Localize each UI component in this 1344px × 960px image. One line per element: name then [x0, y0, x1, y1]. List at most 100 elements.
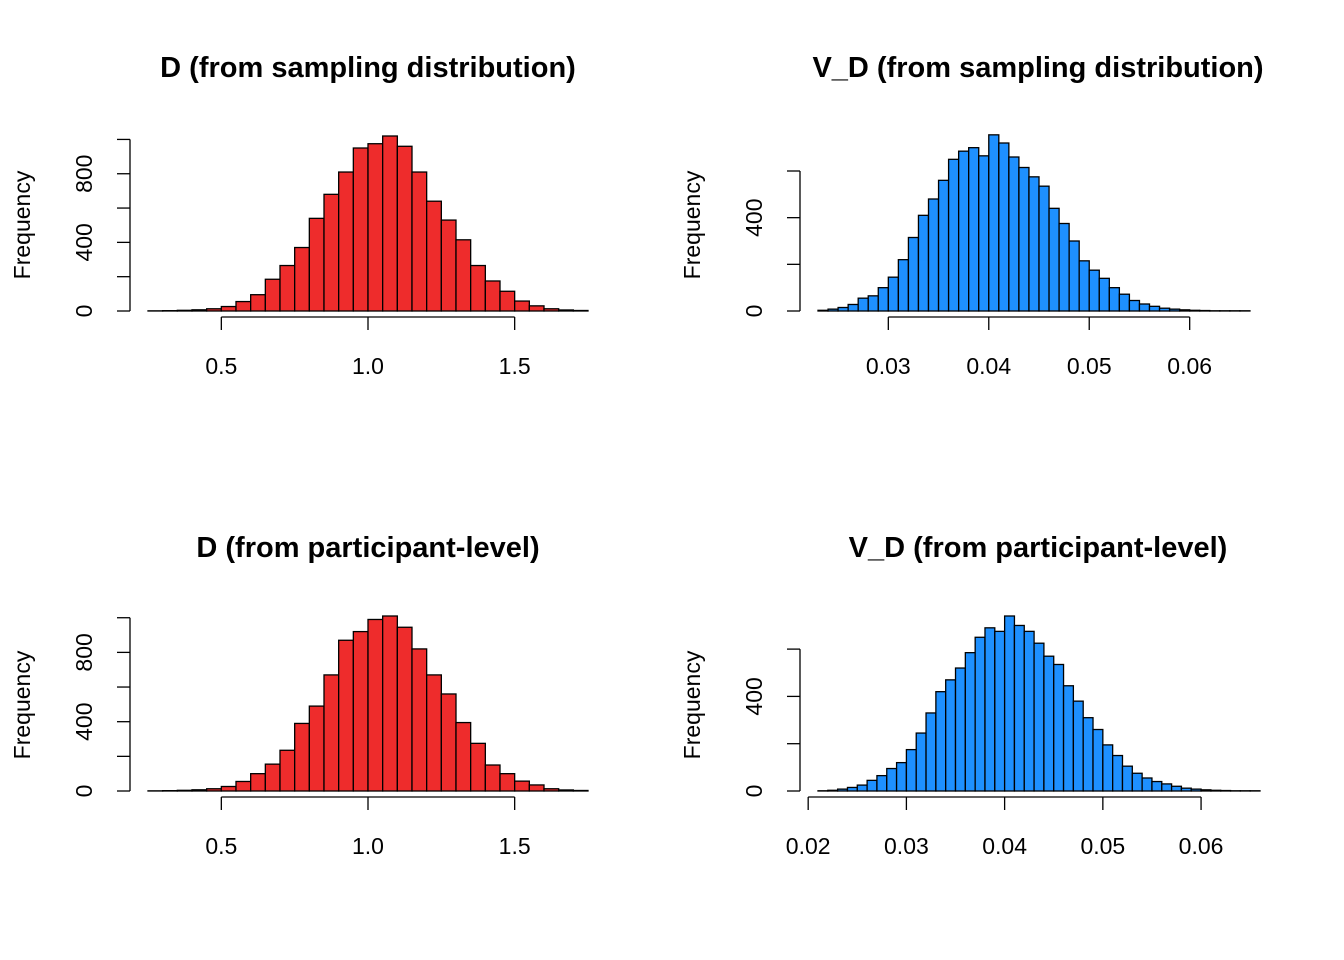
histogram-bar	[499, 773, 516, 792]
histogram-bar	[323, 674, 340, 792]
histogram-bar	[308, 705, 325, 792]
histogram-bar	[1178, 309, 1191, 312]
histogram-bar	[1158, 307, 1171, 312]
histogram-bar	[528, 784, 545, 792]
histogram-bar	[915, 732, 927, 792]
histogram-bar	[1058, 222, 1070, 312]
histogram-bar	[866, 779, 878, 792]
histogram-bar	[954, 667, 966, 792]
x-tick-label: 1.5	[499, 353, 531, 379]
histogram-bar	[1189, 309, 1201, 312]
histogram-bar	[998, 142, 1010, 312]
bars	[817, 615, 1261, 792]
histogram-bar	[886, 767, 898, 792]
histogram-bar	[235, 300, 252, 312]
histogram-bar	[352, 147, 369, 312]
histogram-bar	[1053, 663, 1065, 792]
histogram-bar	[974, 636, 986, 792]
histogram-bar	[250, 294, 266, 312]
histogram-bar	[846, 786, 858, 792]
histogram-bar	[1148, 305, 1161, 312]
histogram-bar	[572, 309, 589, 312]
histogram-bar	[1128, 299, 1141, 312]
histogram-bar	[279, 264, 296, 312]
histogram-bar	[220, 785, 237, 792]
histogram-bar	[984, 627, 996, 792]
y-tick-label: 800	[71, 633, 97, 671]
x-tick-label: 1.0	[352, 833, 384, 859]
histogram-bar	[411, 171, 428, 312]
histogram-bar	[1062, 685, 1075, 792]
histogram-bar	[1092, 728, 1104, 792]
x-tick-label: 0.5	[205, 353, 237, 379]
histogram-bar	[968, 147, 980, 312]
histogram-bar	[558, 309, 574, 312]
histogram-bar	[235, 780, 252, 792]
histogram-bar	[440, 219, 457, 312]
histogram-bar	[426, 674, 442, 792]
histogram-bar	[294, 722, 310, 792]
histogram-bar	[514, 780, 530, 792]
histogram-bar	[1102, 744, 1114, 792]
histogram-bar	[191, 789, 208, 792]
panel-vd-participant: V_D (from participant-level) Frequency 0…	[679, 532, 1261, 859]
panel-d-participant: D (from participant-level) Frequency 0.5…	[9, 532, 589, 859]
histogram-bar	[308, 217, 325, 312]
histogram-bar	[543, 308, 560, 312]
histogram-bar	[817, 309, 829, 312]
y-tick-label: 400	[71, 223, 97, 261]
y-tick-label: 0	[741, 785, 767, 798]
histogram-bar	[927, 198, 940, 312]
histogram-bar	[499, 290, 516, 312]
histogram-bar	[907, 236, 920, 312]
histogram-bar	[1098, 277, 1110, 312]
bars	[147, 615, 589, 792]
histogram-bar	[964, 652, 976, 792]
histogram-bar	[294, 246, 310, 312]
histogram-bar	[514, 300, 530, 312]
histogram-bar	[382, 135, 398, 312]
histogram-bar	[978, 155, 990, 312]
histogram-bar	[856, 784, 868, 792]
histogram-bar	[338, 171, 354, 312]
bars	[817, 134, 1251, 312]
histogram-bar	[367, 143, 384, 312]
histogram-bar	[528, 305, 545, 312]
histogram-bar	[876, 774, 888, 792]
histogram-bar	[220, 305, 237, 312]
x-tick-label: 0.06	[1179, 833, 1224, 859]
y-axis-label: Frequency	[679, 170, 705, 279]
x-tick-label: 0.05	[1067, 353, 1112, 379]
x-tick-label: 0.03	[884, 833, 929, 859]
histogram-bar	[470, 264, 486, 312]
chart-title: V_D (from participant-level)	[849, 532, 1228, 564]
histogram-bar	[937, 179, 950, 312]
histogram-bar	[1170, 785, 1183, 792]
histogram-bar	[1088, 269, 1100, 312]
y-tick-label: 400	[741, 677, 767, 715]
histogram-bar	[857, 297, 869, 312]
histogram-bar	[426, 200, 442, 312]
x-tick-label: 0.02	[786, 833, 831, 859]
histogram-bar	[484, 280, 501, 312]
y-axis-label: Frequency	[9, 650, 35, 759]
histogram-bar	[1200, 789, 1212, 792]
histogram-bar	[837, 306, 849, 312]
histogram-bar	[988, 134, 1000, 312]
histogram-bar	[1078, 260, 1090, 312]
histogram-bar	[1131, 772, 1143, 792]
histogram-bar	[396, 145, 413, 312]
histogram-bar	[895, 761, 908, 792]
histogram-bar	[917, 214, 930, 312]
histogram-bar	[206, 788, 222, 792]
histogram-bar	[264, 763, 281, 792]
histogram-bar	[323, 193, 340, 312]
histogram-bar	[572, 789, 589, 792]
histogram-bar	[1008, 156, 1020, 312]
chart-title: D (from participant-level)	[196, 532, 539, 564]
histogram-bar	[191, 309, 208, 312]
histogram-bar	[1048, 207, 1060, 312]
histogram-bar	[827, 789, 839, 792]
histogram-bar	[905, 748, 917, 792]
